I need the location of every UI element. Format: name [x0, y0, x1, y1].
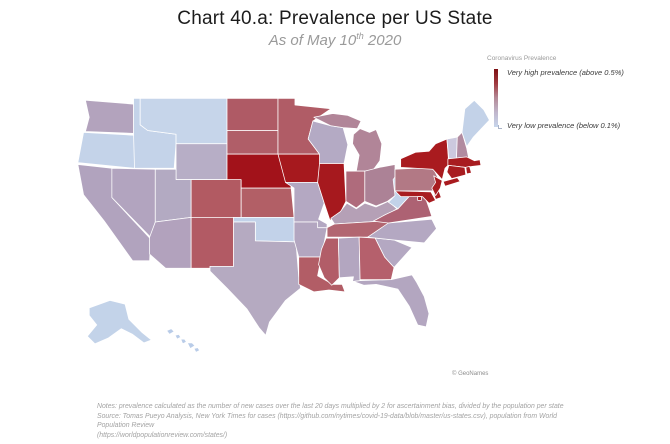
chart-subtitle: As of May 10th 2020	[0, 31, 670, 49]
state-DC	[417, 196, 422, 201]
state-KS	[240, 187, 295, 218]
subtitle-year: 2020	[363, 32, 402, 49]
state-shapes	[77, 98, 490, 353]
legend-low-label: Very low prevalence (below 0.1%)	[507, 121, 621, 130]
state-FL	[353, 274, 430, 328]
footnote-url-line: (https://worldpopulationreview.com/state…	[97, 431, 228, 439]
state-HI	[166, 328, 201, 353]
legend-gradient-bar	[494, 69, 498, 127]
footnote-source-line: Source: Tomas Pueyo Analysis, New York T…	[97, 412, 558, 430]
state-CT	[446, 165, 467, 180]
us-choropleth-map	[77, 98, 490, 353]
chart-title: Chart 40.a: Prevalence per US State	[177, 8, 493, 29]
legend-low-tick	[498, 125, 502, 129]
state-OH	[364, 164, 396, 207]
state-ND	[226, 98, 279, 131]
state-WY	[175, 143, 228, 180]
state-NC	[367, 218, 437, 244]
state-MI	[313, 113, 383, 172]
geonames-attribution: © GeoNames	[452, 371, 489, 377]
state-AL	[338, 236, 361, 282]
legend-body: Very high prevalence (above 0.5%) Very l…	[487, 66, 667, 141]
state-IA	[277, 153, 325, 183]
legend: Coronavirus Prevalence Very high prevale…	[487, 55, 667, 141]
legend-title: Coronavirus Prevalence	[487, 55, 557, 62]
footnotes: Notes: prevalence calculated as the numb…	[97, 402, 587, 440]
state-IN	[345, 170, 366, 209]
state-AZ	[149, 216, 192, 269]
state-NH	[455, 132, 470, 163]
state-MD	[394, 190, 436, 204]
state-TX	[209, 221, 302, 336]
state-NM	[190, 216, 234, 269]
state-NJ	[431, 175, 443, 197]
footnote-notes-line: Notes: prevalence calculated as the numb…	[97, 403, 564, 410]
state-WA	[85, 99, 134, 134]
state-RI	[465, 165, 472, 175]
state-ME	[461, 99, 490, 147]
state-OR	[77, 132, 138, 169]
state-SD	[226, 130, 279, 155]
state-CO	[190, 179, 242, 218]
legend-high-label: Very high prevalence (above 0.5%)	[507, 68, 624, 77]
state-AK	[86, 300, 152, 345]
subtitle-date: As of May 10	[268, 32, 357, 49]
subtitle-ordinal: th	[356, 31, 364, 41]
